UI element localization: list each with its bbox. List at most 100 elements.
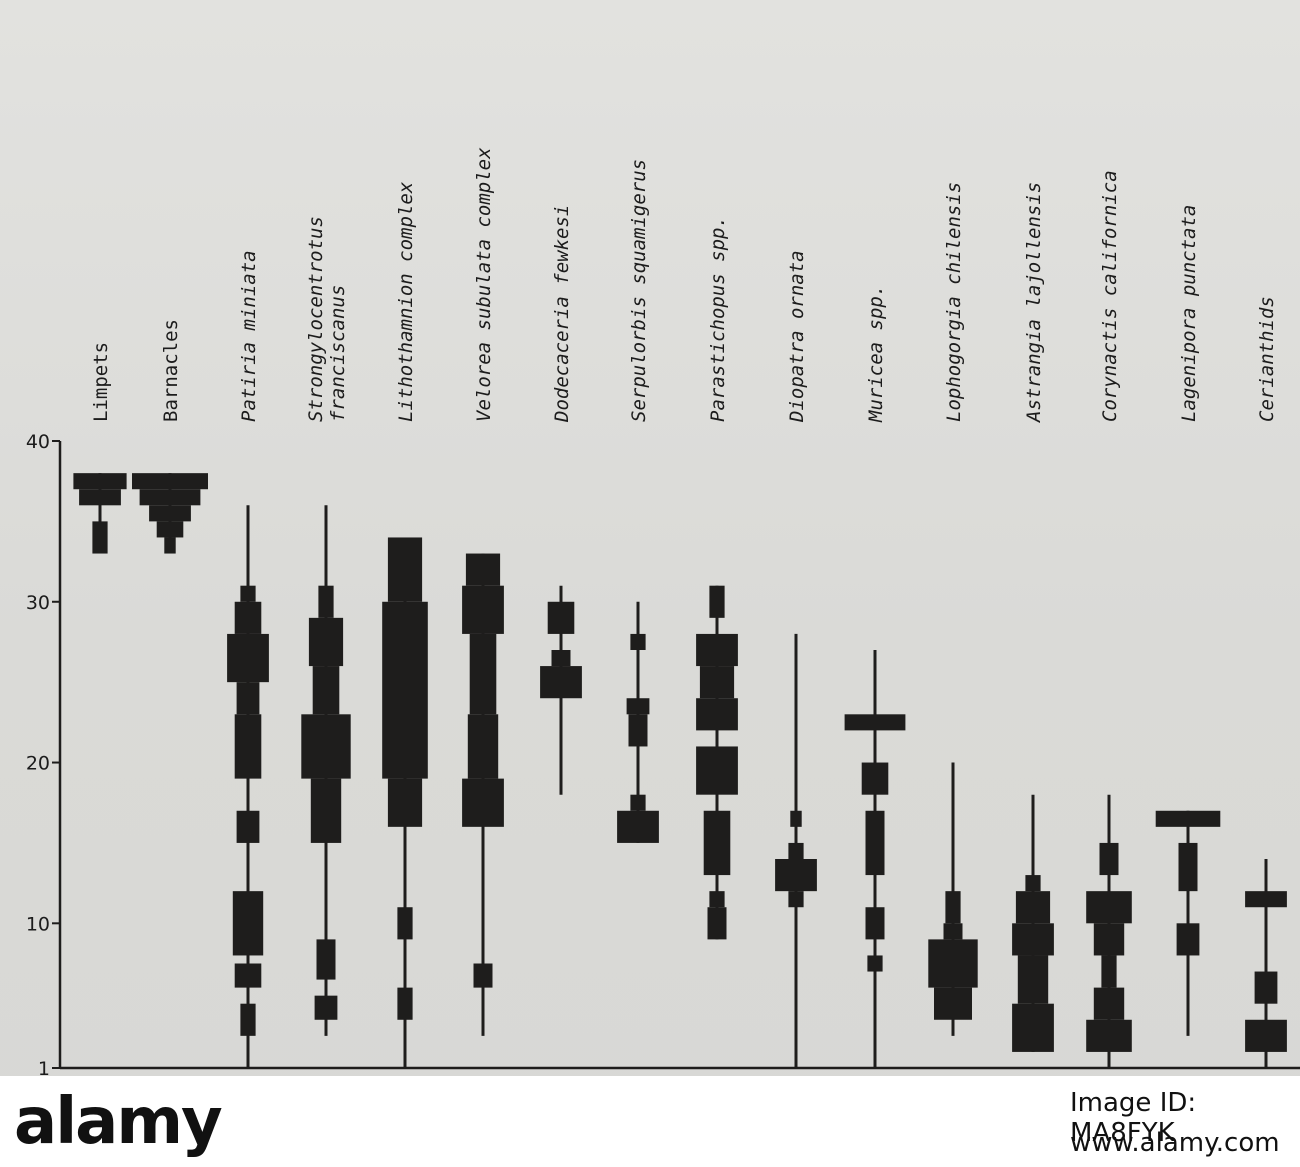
abundance-band [462, 778, 504, 827]
abundance-band [844, 714, 906, 731]
species-label: Patiria miniata [238, 250, 260, 422]
abundance-band [1176, 923, 1200, 956]
abundance-band [232, 891, 264, 956]
species-label: Strongylocentrotusfranciscanus [305, 216, 349, 422]
abundance-band [943, 923, 963, 940]
species-label: Corynactis californica [1099, 170, 1121, 422]
abundance-band [1015, 891, 1051, 924]
abundance-band [467, 714, 499, 779]
abundance-band [626, 698, 650, 715]
abundance-band [1086, 891, 1132, 924]
abundance-band [630, 794, 646, 811]
abundance-band [314, 995, 338, 1020]
abundance-band [1245, 891, 1287, 908]
y-tick-label: 10 [26, 913, 50, 935]
abundance-band [696, 633, 738, 667]
y-tick-label: 1 [38, 1058, 50, 1076]
abundance-band [465, 553, 501, 586]
abundance-band [1025, 875, 1041, 892]
abundance-band [387, 537, 423, 602]
species-label: Astrangia lajollensis [1023, 182, 1045, 423]
watermark-footer [0, 1076, 1300, 1167]
abundance-band [709, 891, 725, 908]
abundance-band [312, 666, 340, 715]
abundance-band [551, 650, 571, 667]
abundance-band [1254, 971, 1278, 1004]
abundance-band [540, 666, 582, 699]
abundance-band [318, 585, 334, 618]
species-label: Limpets [90, 342, 112, 422]
species-label: Lithothamnion complex [395, 181, 417, 422]
abundance-band [1017, 955, 1049, 1004]
abundance-band [865, 810, 885, 876]
species-label: Serpulorbis squamigerus [628, 159, 650, 422]
abundance-band [234, 714, 262, 779]
abundance-band [628, 714, 648, 747]
species-label: Lophogorgia chilensis [943, 182, 965, 422]
abundance-band [696, 746, 738, 795]
abundance-band [79, 489, 121, 506]
species-label: Lagenipora punctata [1178, 205, 1200, 422]
abundance-band [1101, 955, 1117, 988]
abundance-band [790, 810, 802, 827]
abundance-band [310, 778, 342, 843]
abundance-band [1086, 1019, 1132, 1052]
abundance-band [73, 473, 127, 490]
abundance-band [788, 842, 804, 859]
abundance-band [149, 505, 191, 522]
abundance-band [227, 633, 269, 683]
abundance-band [236, 810, 260, 843]
abundance-band [861, 762, 889, 795]
abundance-band [397, 987, 413, 1020]
abundance-band [934, 987, 972, 1020]
abundance-band [775, 859, 817, 892]
abundance-band [867, 955, 883, 972]
y-tick-label: 30 [26, 592, 50, 614]
abundance-band [1012, 923, 1054, 956]
abundance-band [1093, 987, 1125, 1020]
abundance-band [945, 891, 961, 924]
abundance-band [473, 963, 493, 988]
y-tick-label: 40 [26, 431, 50, 453]
abundance-band [240, 1003, 256, 1036]
site-url-label: www.alamy.com [1070, 1128, 1280, 1158]
abundance-band [397, 907, 413, 940]
abundance-band [707, 907, 727, 940]
abundance-band [382, 601, 428, 779]
species-label: Cerianthids [1256, 296, 1278, 422]
abundance-band [462, 585, 504, 634]
species-label: Dodecaceria fewkesi [551, 205, 573, 423]
alamy-logo: alamy [14, 1085, 223, 1159]
abundance-band [696, 698, 738, 731]
abundance-band [301, 714, 351, 779]
abundance-band [132, 473, 208, 490]
species-label: Muricea spp. [865, 285, 887, 423]
abundance-band [156, 521, 184, 538]
abundance-band [1099, 842, 1119, 876]
abundance-band [1178, 842, 1198, 892]
abundance-band [617, 810, 659, 843]
abundance-band [469, 633, 497, 715]
abundance-band [1245, 1019, 1287, 1052]
abundance-band [1155, 810, 1221, 827]
abundance-band [928, 939, 978, 988]
abundance-band [1012, 1003, 1054, 1052]
abundance-band [164, 537, 176, 554]
abundance-band [1093, 923, 1125, 956]
species-label: Diopatra ornata [786, 250, 808, 423]
abundance-band [316, 939, 336, 980]
abundance-band [709, 585, 725, 618]
abundance-band [234, 601, 262, 634]
species-label: Barnacles [160, 319, 182, 422]
abundance-band [547, 601, 575, 634]
species-label: Velorea subulata complex [473, 147, 495, 422]
abundance-band [865, 907, 885, 940]
abundance-band [630, 633, 646, 650]
abundance-band [387, 778, 423, 827]
abundance-band [92, 521, 108, 554]
species-label: Parastichopus spp. [707, 216, 729, 422]
abundance-band [703, 810, 731, 876]
abundance-band [139, 489, 201, 506]
image-id-label: Image ID: MA8FYK [1070, 1088, 1197, 1148]
